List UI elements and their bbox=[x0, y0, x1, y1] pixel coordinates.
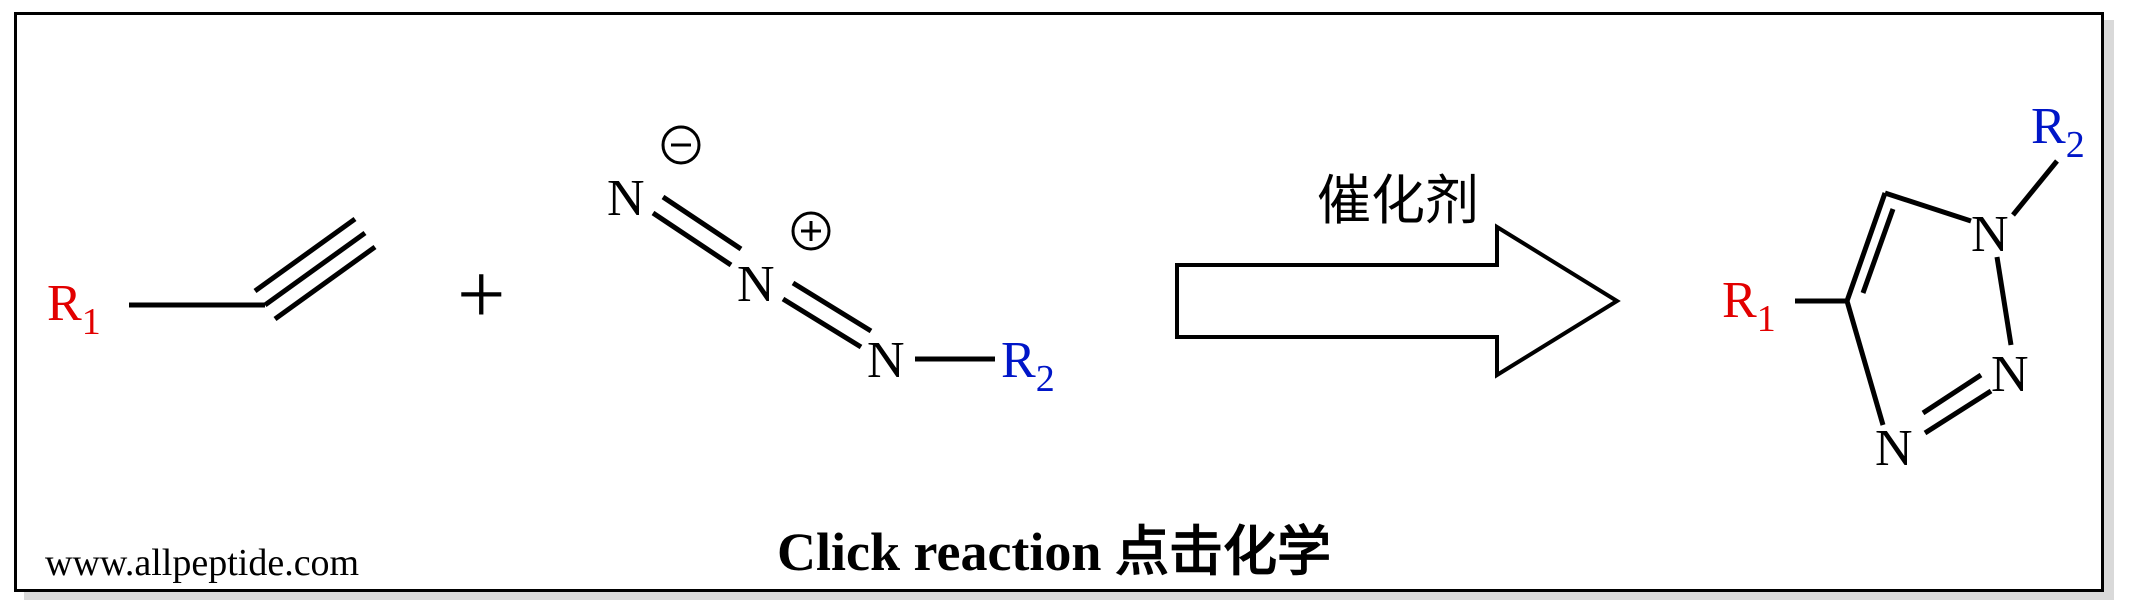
product-n1: N bbox=[1971, 206, 2009, 263]
product-n3: N bbox=[1875, 420, 1913, 477]
arrow-shape bbox=[1177, 227, 1617, 375]
bond-n2n3-b bbox=[793, 283, 871, 331]
bond-n1n2-a bbox=[653, 213, 731, 265]
azide-n2: N bbox=[737, 256, 775, 313]
bond-c5-n1 bbox=[1885, 193, 1971, 221]
diagram-title: Click reaction 点击化学 bbox=[777, 522, 1331, 582]
azide-n3: N bbox=[867, 332, 905, 389]
bond-n1-r2 bbox=[2013, 161, 2057, 215]
bond-triple-1 bbox=[265, 233, 365, 305]
bond-c4c5-in bbox=[1863, 209, 1893, 293]
bond-n1-n2 bbox=[1997, 257, 2011, 345]
bond-n1n2-b bbox=[663, 197, 741, 249]
azide-r2-label: R2 bbox=[1001, 332, 1055, 400]
arrow-label: 催化剂 bbox=[1317, 171, 1479, 231]
plus-sign: + bbox=[457, 246, 506, 342]
reactant-azide: N N N R2 bbox=[607, 127, 1055, 400]
bond-triple-3 bbox=[275, 247, 375, 319]
product-triazole: R1 N N N R2 bbox=[1722, 98, 2085, 477]
product-r2-label: R2 bbox=[2031, 98, 2085, 166]
reaction-svg: R1 + N N N R2 催化剂 bbox=[17, 15, 2107, 595]
product-r1-label: R1 bbox=[1722, 272, 1776, 340]
watermark: www.allpeptide.com bbox=[45, 542, 359, 584]
r1-label: R1 bbox=[47, 275, 101, 343]
bond-n2n3-out bbox=[1925, 391, 1991, 433]
diagram-panel: R1 + N N N R2 催化剂 bbox=[14, 12, 2104, 592]
bond-n2n3-in bbox=[1923, 375, 1981, 413]
bond-n2n3-a bbox=[783, 299, 861, 347]
bond-n3-c4 bbox=[1847, 301, 1883, 425]
reaction-arrow: 催化剂 bbox=[1177, 171, 1617, 375]
reactant-alkyne: R1 bbox=[47, 219, 375, 343]
product-n2: N bbox=[1991, 346, 2029, 403]
azide-n1: N bbox=[607, 170, 645, 227]
bond-triple-2 bbox=[255, 219, 355, 291]
